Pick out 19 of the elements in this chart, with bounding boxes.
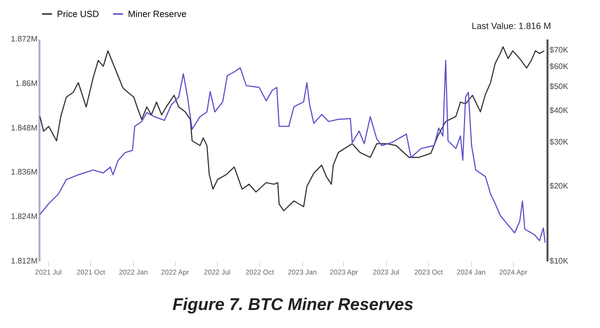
text: Figure 7. BTC Miner Reserves bbox=[172, 295, 414, 314]
y2-tick-label: $20K bbox=[550, 181, 569, 190]
legend-label: Price USD bbox=[57, 9, 100, 19]
y-tick-label: 1.836M bbox=[10, 168, 38, 177]
legend-label: Miner Reserve bbox=[128, 9, 187, 19]
y2-tick-label: $50K bbox=[550, 82, 569, 92]
y-tick-label: 1.848M bbox=[10, 123, 38, 132]
y2-tick-label: $30K bbox=[550, 137, 569, 146]
text: Last Value: 1.816 M bbox=[472, 21, 551, 31]
y2-tick-label: $60K bbox=[550, 62, 569, 72]
y-tick-label: 1.812M bbox=[10, 256, 38, 266]
y2-tick-label: $40K bbox=[550, 106, 569, 116]
y2-tick-label: $70K bbox=[550, 46, 569, 55]
line-series bbox=[39, 60, 546, 244]
y-tick-label: 1.872M bbox=[10, 34, 38, 44]
y-tick-label: 1.86M bbox=[15, 78, 38, 88]
y-tick-label: 1.824M bbox=[10, 212, 38, 222]
y2-tick-label: $10K bbox=[550, 256, 569, 266]
line-series bbox=[39, 46, 545, 212]
